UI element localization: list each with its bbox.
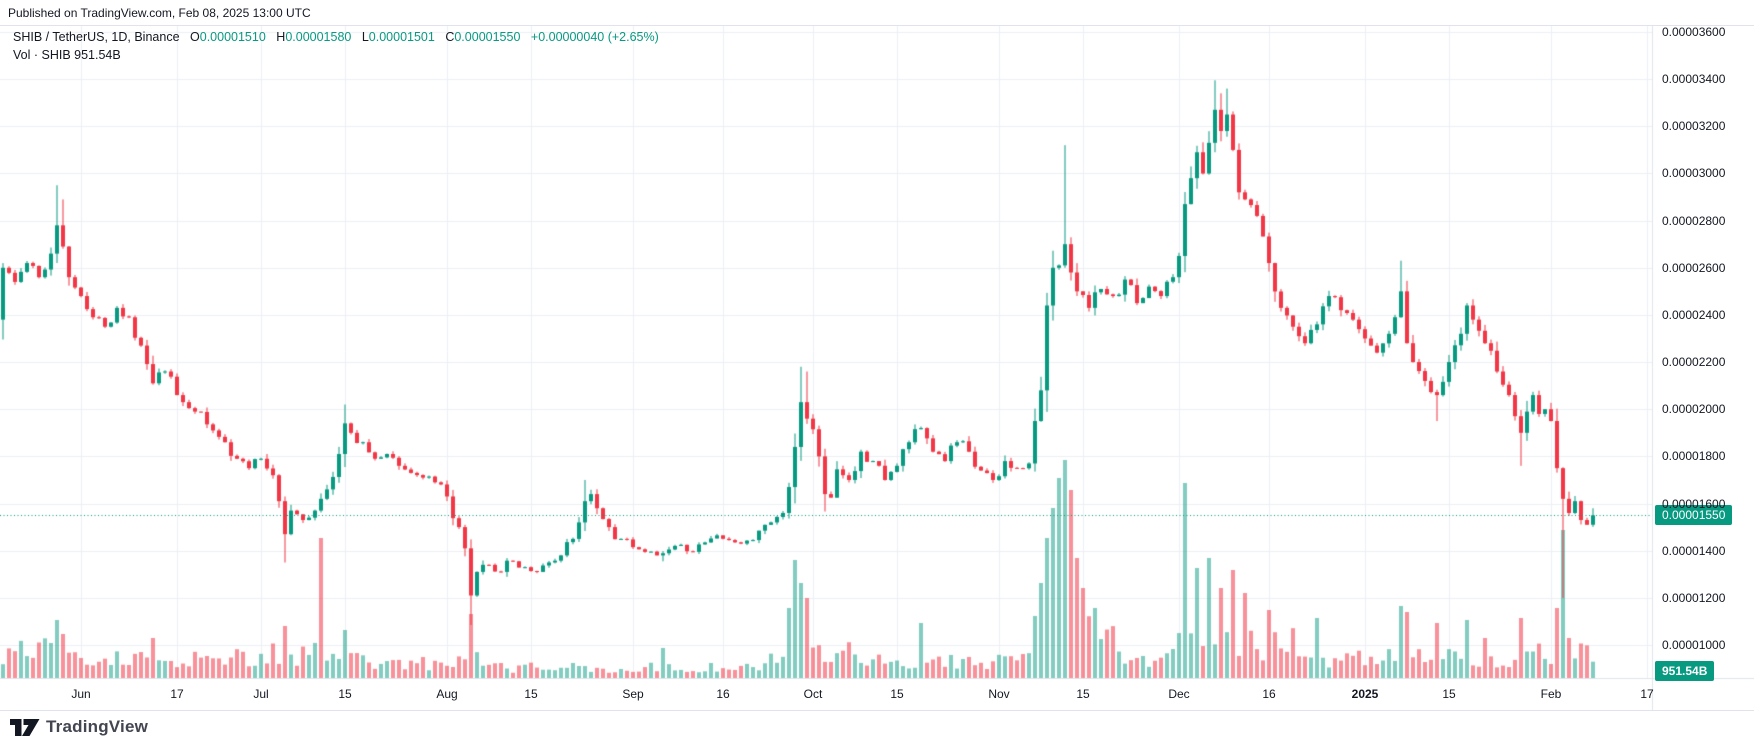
footer-bar: TradingView [0, 710, 1754, 743]
ohlc-close: C0.00001550 [445, 30, 521, 44]
price-axis-label: 0.00002400 [1662, 307, 1726, 322]
time-axis-label: Sep [622, 687, 644, 701]
price-axis-label: 0.00001400 [1662, 543, 1726, 558]
price-axis-label: 0.00002200 [1662, 355, 1726, 370]
change-value: +0.00000040 (+2.65%) [530, 30, 659, 44]
time-axis-label: 17 [1640, 687, 1654, 701]
ohlc-high: H0.00001580 [276, 30, 352, 44]
time-axis-label: 17 [170, 687, 184, 701]
time-axis-label: 15 [1076, 687, 1090, 701]
time-axis-label: Dec [1168, 687, 1190, 701]
price-axis-label: 0.00001600 [1662, 496, 1726, 511]
price-axis-label: 0.00002800 [1662, 213, 1726, 228]
published-text: Published on TradingView.com, Feb 08, 20… [8, 6, 311, 20]
price-axis-label: 0.00001200 [1662, 590, 1726, 605]
price-axis-label: 0.00002000 [1662, 402, 1726, 417]
time-axis-label: 2025 [1351, 687, 1379, 701]
tradingview-brand-text[interactable]: TradingView [46, 717, 149, 736]
published-banner: Published on TradingView.com, Feb 08, 20… [0, 0, 1754, 26]
time-axis-label: 15 [338, 687, 352, 701]
time-axis-label: Nov [988, 687, 1010, 701]
volume-value: 951.54B [74, 48, 121, 62]
price-axis-label: 0.00003400 [1662, 72, 1726, 87]
tradingview-logo-icon[interactable] [10, 718, 40, 742]
volume-label: Vol · SHIB [13, 48, 71, 62]
price-axis-label: 0.00001000 [1662, 638, 1726, 652]
chart-legend[interactable]: SHIB / TetherUS, 1D, Binance O0.00001510… [13, 30, 666, 44]
time-axis-label: Oct [803, 687, 823, 701]
time-axis-label: Feb [1540, 687, 1562, 701]
time-axis-label: Jul [253, 687, 269, 701]
time-axis-label: 15 [1442, 687, 1456, 701]
time-axis-label: 15 [890, 687, 904, 701]
volume-legend[interactable]: Vol · SHIB 951.54B [13, 48, 121, 62]
time-axis-label: 15 [524, 687, 538, 701]
price-axis-label: 0.00003600 [1662, 25, 1726, 39]
ohlc-open: O0.00001510 [190, 30, 266, 44]
current-price-tag: 0.00001550 [1655, 505, 1733, 526]
time-axis-label: 16 [716, 687, 730, 701]
price-axis-label: 0.00002600 [1662, 260, 1726, 275]
time-axis-label: Jun [71, 687, 91, 701]
price-axis-label: 0.00001800 [1662, 449, 1726, 464]
price-axis-label: 0.00003000 [1662, 166, 1726, 181]
time-axis-label: Aug [436, 687, 458, 701]
price-axis-label: 0.00003200 [1662, 119, 1726, 134]
ohlc-low: L0.00001501 [361, 30, 435, 44]
volume-badge: 951.54B [1655, 661, 1715, 681]
time-axis-label: 16 [1262, 687, 1276, 701]
symbol-title: SHIB / TetherUS, 1D, Binance [13, 30, 180, 44]
